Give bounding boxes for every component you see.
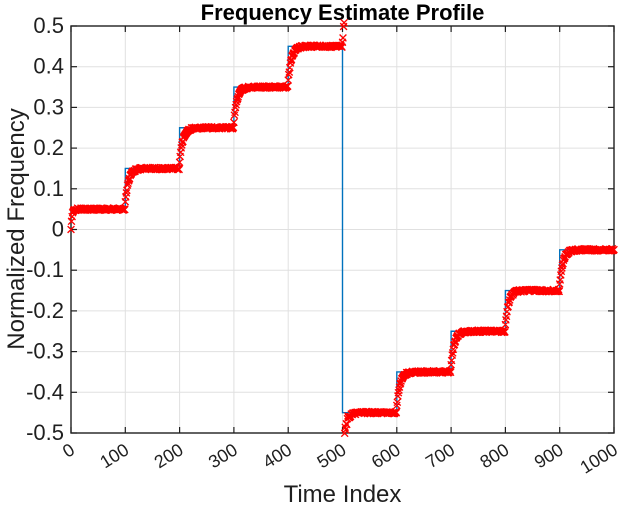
x-tick-label: 100 xyxy=(96,439,132,472)
x-tick-label: 1000 xyxy=(577,439,622,477)
y-tick-label: -0.4 xyxy=(26,379,64,404)
x-tick-label: 300 xyxy=(205,439,241,472)
y-tick-label: 0.3 xyxy=(33,94,64,119)
y-tick-label: 0.5 xyxy=(33,13,64,38)
y-tick-label: 0.4 xyxy=(33,54,64,79)
x-tick-label: 500 xyxy=(314,439,350,472)
y-tick-label: -0.5 xyxy=(26,420,64,445)
y-tick-label: -0.2 xyxy=(26,298,64,323)
x-tick-label: 0 xyxy=(59,439,78,461)
x-tick-label: 400 xyxy=(259,439,295,472)
y-tick-label: 0.2 xyxy=(33,135,64,160)
x-axis-label: Time Index xyxy=(283,481,402,508)
y-tick-label: -0.1 xyxy=(26,257,64,282)
x-tick-label: 900 xyxy=(531,439,567,472)
y-tick-label: -0.3 xyxy=(26,339,64,364)
x-tick-label: 600 xyxy=(368,439,404,472)
y-tick-label: 0.1 xyxy=(33,176,64,201)
estimate-markers xyxy=(67,18,618,438)
x-tick-label: 800 xyxy=(476,439,512,472)
x-tick-label: 700 xyxy=(422,439,458,472)
y-tick-label: 0 xyxy=(52,217,64,242)
x-tick-label: 200 xyxy=(151,439,187,472)
